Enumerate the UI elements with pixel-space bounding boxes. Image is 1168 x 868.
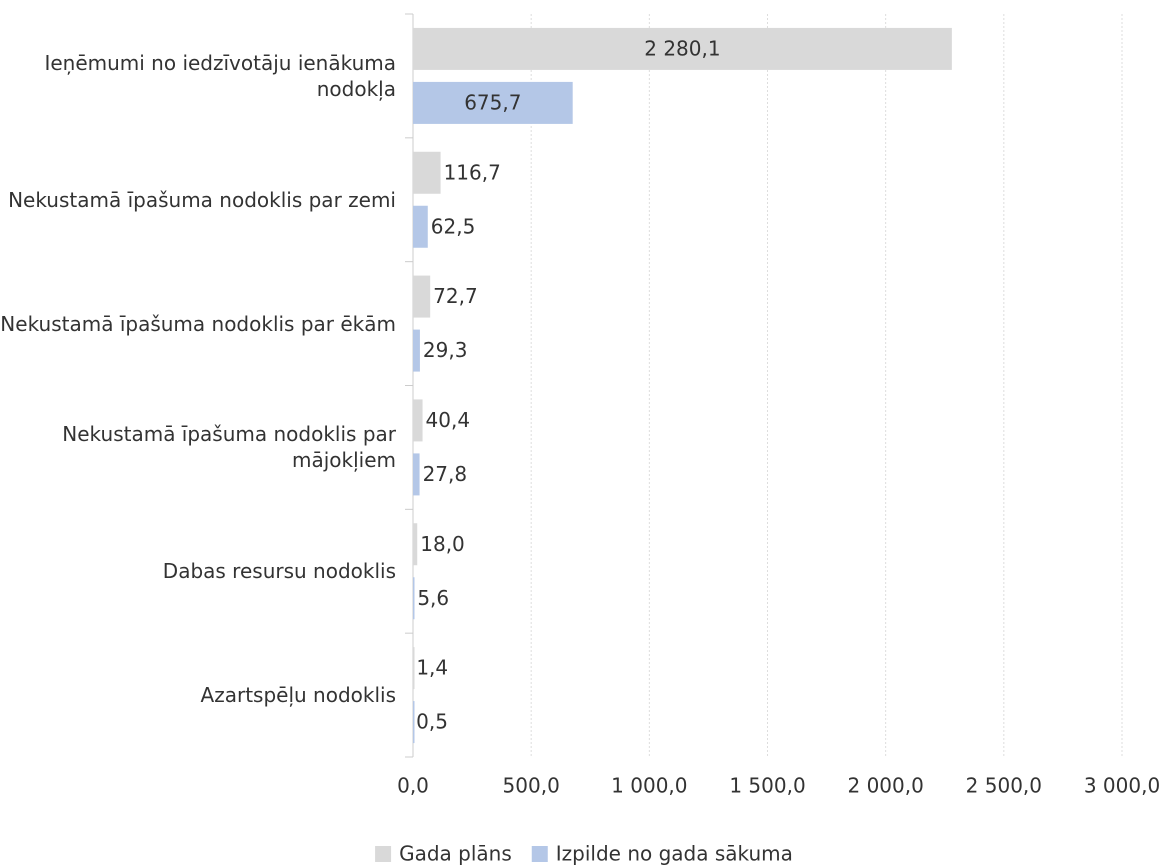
- legend-swatch: [531, 846, 548, 862]
- data-label: 62,5: [431, 214, 476, 238]
- data-label: 2 280,1: [644, 36, 720, 60]
- x-tick-label: 1 000,0: [611, 774, 687, 798]
- data-label: 116,7: [444, 160, 501, 184]
- data-label: 675,7: [464, 90, 521, 114]
- category-label: Nekustamā īpašuma nodoklis par zemi: [8, 187, 396, 212]
- x-tick-label: 0,0: [397, 774, 429, 798]
- bar: [413, 151, 441, 194]
- category-label: Nekustamā īpašuma nodoklis par mājokļiem: [62, 422, 396, 473]
- bar: [413, 81, 573, 124]
- bar: [413, 647, 415, 690]
- bar: [413, 205, 428, 248]
- data-label: 5,6: [417, 586, 449, 610]
- category-label: Azartspēļu nodoklis: [200, 683, 396, 708]
- legend-swatch: [375, 846, 392, 862]
- bar: [413, 701, 415, 744]
- legend-label: Gada plāns: [399, 842, 512, 866]
- bar: [413, 577, 415, 620]
- data-label: 40,4: [426, 408, 471, 432]
- x-tick-label: 2 500,0: [966, 774, 1042, 798]
- data-label: 0,5: [416, 710, 448, 734]
- x-tick-label: 500,0: [503, 774, 560, 798]
- bar: [413, 275, 431, 318]
- data-label: 29,3: [423, 338, 468, 362]
- category-label: Nekustamā īpašuma nodoklis par ēkām: [0, 311, 396, 336]
- bar: [413, 453, 420, 496]
- x-tick-label: 2 000,0: [847, 774, 923, 798]
- category-label: Dabas resursu nodoklis: [162, 559, 396, 584]
- category-label: Ieņēmumi no iedzīvotāju ienākuma nodokļa: [44, 50, 396, 101]
- bar: [413, 399, 423, 442]
- bar: [413, 523, 418, 566]
- bar: [413, 27, 952, 70]
- x-tick-label: 1 500,0: [729, 774, 805, 798]
- data-label: 27,8: [423, 462, 468, 486]
- data-label: 18,0: [420, 532, 465, 556]
- bar: [413, 329, 420, 372]
- legend-label: Izpilde no gada sākuma: [556, 842, 793, 866]
- data-label: 1,4: [416, 656, 448, 680]
- data-label: 72,7: [433, 284, 478, 308]
- x-tick-label: 3 000,0: [1084, 774, 1160, 798]
